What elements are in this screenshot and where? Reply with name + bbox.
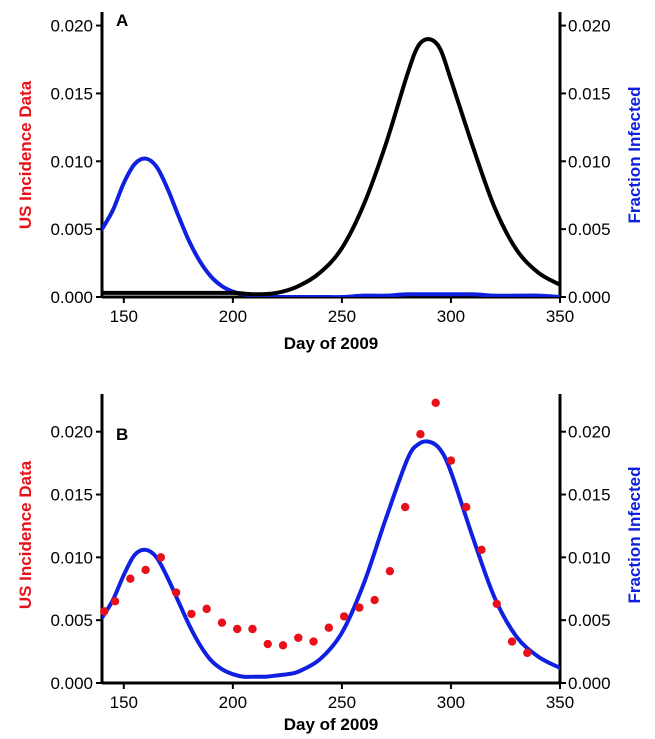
panel-b-x-axis-label: Day of 2009	[284, 715, 379, 734]
panel-b-left-y-tick-label: 0.020	[50, 423, 93, 442]
panel-b-data-point	[294, 633, 303, 642]
panel-a-x-axis-label: Day of 2009	[284, 334, 379, 353]
panel-b-right-y-tick-label: 0.000	[568, 674, 611, 693]
panel-b-left-y-tick-label: 0.015	[50, 486, 93, 505]
panel-a-right-y-axis-label: Fraction Infected	[625, 87, 644, 224]
panel-a-black-series-line	[102, 37, 560, 297]
panel-b-right-y-axis-label: Fraction Infected	[625, 467, 644, 604]
panel-a-x-tick-label: 150	[110, 307, 138, 326]
panel-b-right-y-tick-label: 0.020	[568, 423, 611, 442]
panel-b-x-tick-label: 350	[546, 693, 574, 712]
panel-b-data-point	[462, 502, 471, 512]
panel-b-blue-series-line	[102, 439, 560, 679]
panel-b-data-point	[278, 641, 288, 650]
panel-b-data-point	[477, 545, 486, 555]
panel-a-left-y-tick-label: 0.015	[50, 84, 93, 103]
panel-a-x-tick-label: 300	[437, 307, 465, 326]
panel-b-data-point	[446, 456, 456, 465]
panel-b-data-point	[507, 637, 517, 646]
panel-b-x-tick-label: 300	[437, 693, 465, 712]
panel-b-data-point	[431, 398, 440, 407]
panel-b-data-point	[400, 502, 410, 512]
panel-a-x-tick-label: 250	[328, 307, 356, 326]
panel-b-data-point	[339, 612, 349, 621]
panel-b-right-y-tick-label: 0.010	[568, 548, 611, 567]
panel-b-data-point	[99, 607, 109, 616]
panel-a-x-tick-label: 200	[219, 307, 247, 326]
panel-a-letter: A	[116, 11, 128, 30]
panel-b-data-point	[263, 639, 272, 649]
panel-b-left-y-tick-label: 0.005	[50, 611, 93, 630]
panel-b-data-point	[110, 597, 120, 606]
panel-a-left-y-tick-label: 0.005	[50, 220, 93, 239]
panel-b-x-tick-label: 150	[110, 693, 138, 712]
panel-b-right-y-tick-label: 0.015	[568, 486, 611, 505]
panel-b-x-tick-label: 200	[219, 693, 247, 712]
panel-a-left-y-axis-label: US Incidence Data	[16, 80, 35, 229]
panel-b-left-y-axis-label: US Incidence Data	[16, 460, 35, 609]
panel-b-data-point	[187, 609, 196, 619]
panel-a-left-y-tick-label: 0.000	[50, 288, 93, 307]
panel-b-data-point	[324, 623, 334, 632]
panel-b-data-point	[217, 618, 227, 627]
panel-a-left-y-tick-label: 0.010	[50, 152, 93, 171]
panel-a-right-y-tick-label: 0.005	[568, 220, 611, 239]
panel-b-data-point	[492, 599, 501, 609]
panel-b-data-point	[416, 430, 425, 439]
panel-b-data-point	[385, 566, 395, 576]
panel-b-data-point	[202, 604, 211, 614]
panel-a-left-y-tick-label: 0.020	[50, 17, 93, 36]
panel-b-data-point	[126, 574, 135, 583]
panel-b-x-tick-label: 250	[328, 693, 356, 712]
panel-b-data-point	[233, 624, 242, 634]
panel-a-right-y-tick-label: 0.015	[568, 84, 611, 103]
panel-b-left-y-tick-label: 0.010	[50, 548, 93, 567]
panel-a-right-y-tick-label: 0.000	[568, 288, 611, 307]
panel-b-data-point	[355, 603, 364, 612]
panel-b-data-point	[156, 553, 166, 562]
panel-a-right-y-tick-label: 0.010	[568, 152, 611, 171]
panel-b-letter: B	[116, 425, 128, 444]
panel-a-blue-series-line	[102, 156, 560, 297]
panel-b-data-point	[171, 588, 181, 597]
panel-b-data-point	[248, 624, 257, 634]
panel-b-left-y-tick-label: 0.000	[50, 674, 93, 693]
panel-b-right-y-tick-label: 0.005	[568, 611, 611, 630]
panel-b-data-point	[370, 595, 379, 605]
panel-b-data-point	[309, 637, 318, 646]
panel-a-right-y-tick-label: 0.020	[568, 17, 611, 36]
panel-b-data-point	[523, 648, 532, 658]
panel-a-x-tick-label: 350	[546, 307, 574, 326]
panel-b-data-point	[141, 565, 150, 575]
